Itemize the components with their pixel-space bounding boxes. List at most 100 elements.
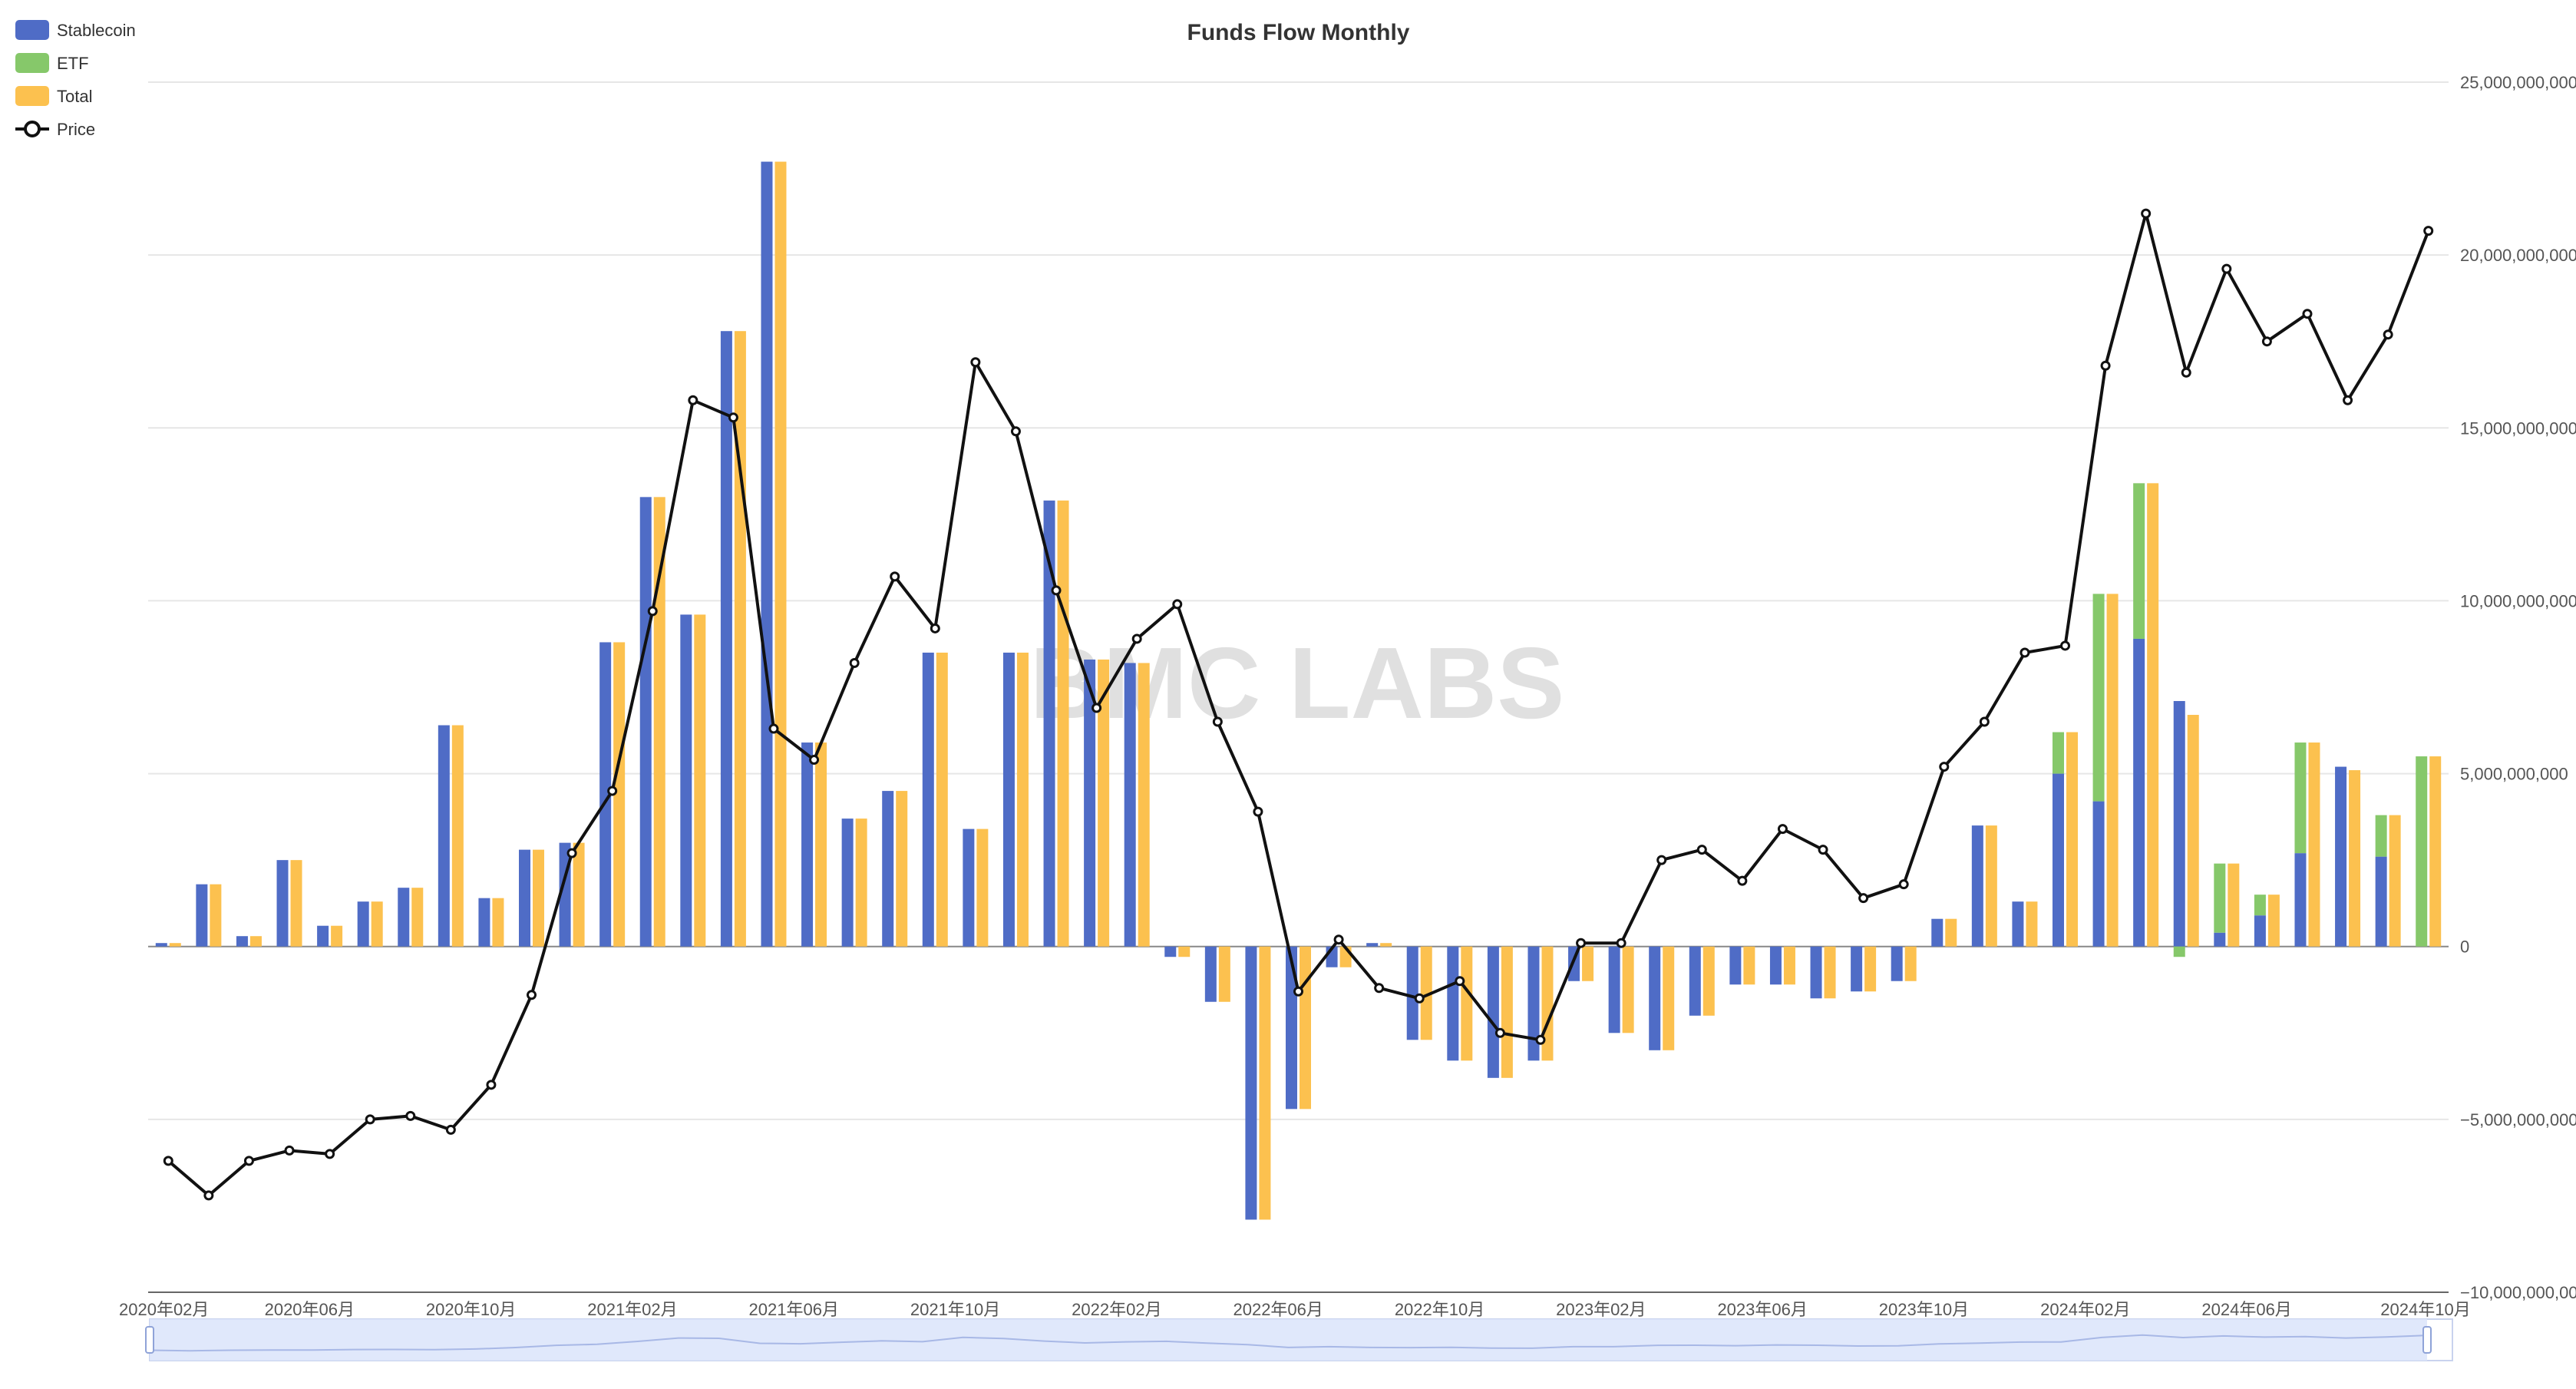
stablecoin-bar [2254, 915, 2266, 947]
x-tick-label: 2024年06月 [2201, 1300, 2291, 1319]
total-bar [2429, 756, 2442, 947]
total-bar [613, 642, 626, 947]
x-tick-label: 2023年06月 [1717, 1300, 1807, 1319]
total-bar [2308, 742, 2320, 947]
total-bar [855, 819, 867, 947]
price-point [1616, 938, 1627, 948]
total-bar [1702, 946, 1715, 1016]
zoom-handle-left[interactable] [145, 1326, 154, 1354]
y-tick-label: 5,000,000,000 [2460, 765, 2568, 784]
stablecoin-bar [2053, 773, 2064, 947]
price-point [1535, 1034, 1546, 1045]
price-point [163, 1156, 173, 1166]
etf-bar [2416, 756, 2428, 947]
zoom-window [150, 1319, 2427, 1361]
x-tick-label: 2023年02月 [1556, 1300, 1646, 1319]
stablecoin-bar [236, 936, 248, 947]
zoom-preview-line [149, 1334, 2428, 1352]
etf-bar [2214, 863, 2226, 933]
total-bar [2066, 732, 2078, 947]
y-tick-label: −5,000,000,000 [2460, 1110, 2576, 1129]
stablecoin-bar [1527, 946, 1540, 1061]
price-point [2302, 309, 2313, 319]
price-point [1858, 893, 1869, 904]
total-bar [1057, 500, 1069, 947]
x-tick-label: 2023年10月 [1879, 1300, 1969, 1319]
price-point [1818, 845, 1828, 855]
zoom-handle-right[interactable] [2422, 1326, 2432, 1354]
price-point [365, 1114, 375, 1125]
price-point [2221, 263, 2232, 274]
total-bar [411, 888, 424, 947]
x-tick-label: 2022年10月 [1395, 1300, 1485, 1319]
y-axis: −10,000,000,000 −5,000,000,000 0 5,000,000,… [2460, 73, 2576, 1302]
stablecoin-bar [1043, 500, 1055, 947]
total-bar [774, 161, 787, 947]
x-tick-label: 2022年02月 [1072, 1300, 1161, 1319]
total-bar [1783, 946, 1795, 985]
total-bar [492, 898, 504, 947]
total-bar [2389, 815, 2401, 947]
total-bar [896, 791, 908, 947]
stablecoin-bar [1608, 946, 1620, 1033]
total-bar [1218, 946, 1230, 1002]
legend: Stablecoin ETF Total Price [15, 20, 136, 139]
price-point [1576, 938, 1587, 948]
stablecoin-bar [599, 642, 612, 947]
stablecoin-bar [1649, 946, 1661, 1050]
price-point [1212, 716, 1223, 727]
total-bar [734, 331, 746, 947]
total-bar [1945, 918, 1957, 947]
stablecoin-bar [196, 884, 208, 947]
price-point [405, 1110, 416, 1121]
total-bar [2026, 901, 2038, 947]
total-bar [976, 828, 989, 947]
stablecoin-bar [963, 828, 975, 947]
stablecoin-bar [2375, 856, 2387, 947]
stablecoin-bar [2335, 766, 2347, 947]
stablecoin-bar [1084, 659, 1096, 947]
stablecoin-bar [2173, 701, 2185, 947]
stablecoin-bar [1002, 652, 1015, 947]
etf-bar [2133, 483, 2145, 639]
total-bar [653, 497, 665, 947]
total-bar [2187, 715, 2199, 947]
stablecoin-bar [1406, 946, 1418, 1040]
stablecoin-bar [841, 819, 854, 947]
x-tick-label: 2020年02月 [119, 1300, 209, 1319]
x-tick-label: 2020年10月 [426, 1300, 516, 1319]
stablecoin-bar [1245, 946, 1257, 1220]
total-bar [2106, 594, 2119, 947]
legend-label-price: Price [57, 120, 95, 139]
chart-title: Funds Flow Monthly [1187, 20, 1410, 45]
stablecoin-bar [519, 849, 530, 947]
x-tick-label: 2024年02月 [2040, 1300, 2130, 1319]
etf-bar [2092, 594, 2105, 802]
stablecoin-bar [1891, 946, 1903, 981]
price-point [1374, 983, 1385, 994]
etf-bar [2375, 815, 2387, 857]
total-bar [1380, 943, 1392, 947]
legend-label-stablecoin: Stablecoin [57, 21, 136, 40]
price-point [1051, 585, 1062, 596]
price-point [325, 1149, 335, 1159]
total-bar [2349, 770, 2361, 947]
price-point [1293, 986, 1303, 997]
total-bar [1098, 659, 1110, 947]
data-zoom-slider[interactable] [145, 1318, 2453, 1361]
stablecoin-bar [1204, 946, 1217, 1002]
price-point [2343, 395, 2353, 405]
stablecoin-bar [2092, 801, 2105, 947]
total-bar [1582, 946, 1594, 981]
grid-lines [148, 81, 2449, 1293]
total-bar [1663, 946, 1675, 1050]
stablecoin-bar [398, 888, 410, 947]
x-axis: 2020年02月 2020年06月 2020年10月 2021年02月 2021年06月… [119, 1291, 2471, 1319]
x-tick-label: 2024年10月 [2380, 1300, 2470, 1319]
stablecoin-bar [276, 860, 289, 947]
legend-swatch-stablecoin [15, 20, 49, 40]
price-point [284, 1145, 295, 1156]
stablecoin-bar [922, 652, 934, 947]
total-bar [249, 936, 262, 947]
